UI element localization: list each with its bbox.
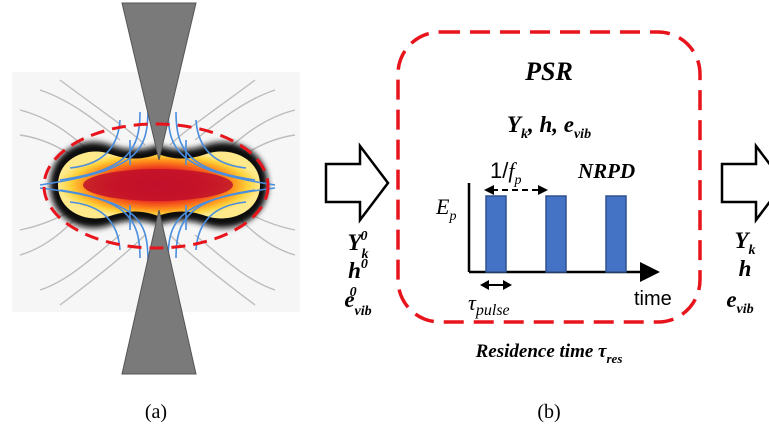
outlet-species-label: Yk: [734, 228, 755, 258]
inlet-arrow: [324, 142, 390, 224]
pulse-bar: [605, 195, 627, 273]
inlet-species-label: Yk0: [347, 229, 368, 262]
inlet-enthalpy-label: h0: [348, 257, 368, 283]
panel-b-caption: (b): [537, 401, 560, 423]
y-axis-label: Ep: [435, 194, 456, 224]
pulse-width-right-head: [503, 280, 512, 290]
panel-a-caption: (a): [145, 401, 167, 423]
outlet-state-labels: Yk h evib: [726, 228, 755, 317]
outlet-vibrational-energy-label: evib: [726, 287, 753, 317]
inlet-vibrational-energy-label: evib0: [344, 285, 371, 319]
residence-time-label: Residence time τres: [475, 341, 623, 366]
pulse-bar: [545, 195, 567, 273]
inlet-state-labels: Yk0 h0 evib0: [344, 229, 371, 319]
bottom-electrode: [121, 209, 197, 375]
period-label: 1/fp: [490, 158, 521, 188]
x-axis-label: time: [634, 288, 672, 310]
period-arrow-left-head: [484, 185, 494, 195]
nrpd-label: NRPD: [577, 159, 635, 183]
outlet-enthalpy-label: h: [739, 256, 752, 281]
pulse-width-label: τpulse: [468, 290, 510, 319]
outlet-arrow: [720, 142, 769, 224]
pulse-width-left-head: [480, 280, 489, 290]
pulse-bar: [485, 195, 507, 273]
psr-volume-outline: [42, 122, 270, 250]
pulse-train: [485, 195, 627, 273]
top-electrode: [121, 2, 197, 161]
psr-state-variables: Yk, h, evib: [507, 112, 591, 142]
psr-dashed-border: [396, 30, 702, 324]
panel-a-discharge-image: (a): [12, 2, 300, 423]
grey-field-lines: [19, 79, 296, 306]
psr-title: PSR: [524, 57, 573, 86]
panel-b-psr: PSR Yk, h, evib Ep time 1/fp NRPD τpulse…: [396, 30, 702, 423]
period-arrow-right-head: [538, 185, 548, 195]
